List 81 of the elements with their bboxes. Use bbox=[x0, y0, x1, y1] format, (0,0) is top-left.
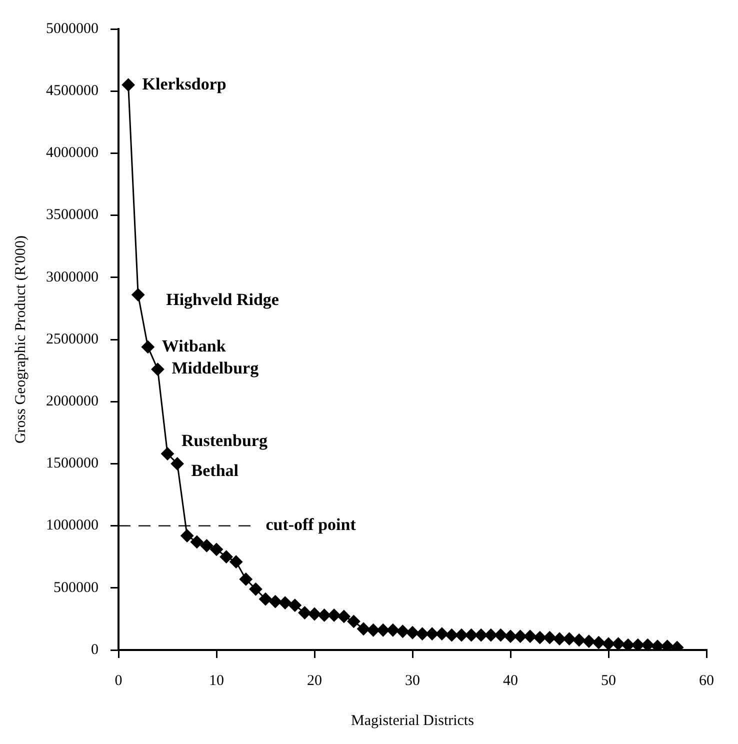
point bbox=[347, 614, 360, 628]
point bbox=[200, 539, 214, 552]
point bbox=[308, 607, 321, 620]
x-tick-label: 0 bbox=[114, 672, 122, 689]
y-tick-label: 5000000 bbox=[46, 20, 98, 37]
y-axis-title: Gross Geographic Product (R'000) bbox=[12, 235, 29, 444]
point bbox=[376, 624, 390, 637]
point bbox=[445, 628, 458, 642]
x-tick-label: 60 bbox=[699, 672, 714, 689]
point bbox=[122, 78, 135, 92]
point bbox=[562, 632, 576, 646]
point bbox=[298, 606, 312, 620]
point bbox=[230, 555, 243, 568]
point bbox=[259, 592, 272, 606]
point bbox=[366, 624, 380, 637]
point bbox=[132, 288, 145, 302]
x-axis-title: Magisterial Districts bbox=[351, 712, 474, 729]
point bbox=[582, 634, 596, 648]
point bbox=[641, 638, 654, 650]
y-tick-label: 4500000 bbox=[46, 83, 98, 100]
point bbox=[504, 630, 517, 643]
point bbox=[455, 628, 468, 642]
point bbox=[406, 626, 419, 640]
annotation: Witbank bbox=[162, 336, 226, 356]
y-tick-label: 4000000 bbox=[46, 145, 98, 162]
point bbox=[514, 630, 527, 643]
point bbox=[612, 637, 625, 650]
point bbox=[494, 628, 508, 642]
point bbox=[190, 535, 204, 548]
point bbox=[170, 457, 184, 470]
point bbox=[151, 362, 164, 376]
y-tick-label: 2000000 bbox=[46, 394, 98, 410]
point bbox=[572, 634, 586, 647]
point bbox=[464, 628, 478, 642]
point bbox=[426, 627, 439, 640]
point bbox=[386, 624, 400, 637]
point bbox=[268, 595, 282, 608]
point bbox=[631, 638, 644, 650]
point bbox=[278, 596, 292, 610]
point bbox=[484, 628, 498, 642]
point bbox=[288, 598, 302, 612]
y-tick-label: 3000000 bbox=[46, 269, 98, 286]
point bbox=[210, 542, 223, 556]
point bbox=[416, 627, 429, 640]
x-tick-label: 30 bbox=[405, 672, 420, 689]
y-tick-label: 1500000 bbox=[46, 456, 98, 472]
point bbox=[239, 572, 252, 586]
point bbox=[622, 638, 635, 650]
point bbox=[435, 627, 448, 640]
point bbox=[357, 622, 370, 636]
point bbox=[553, 632, 566, 646]
point bbox=[602, 637, 615, 650]
x-tick-label: 20 bbox=[307, 672, 322, 689]
ref-line-label: cut-off point bbox=[266, 515, 356, 534]
y-tick-label: 2500000 bbox=[46, 331, 98, 348]
point bbox=[533, 631, 546, 644]
annotation: Bethal bbox=[191, 461, 239, 480]
x-tick-label: 50 bbox=[601, 672, 616, 689]
x-tick-label: 40 bbox=[503, 672, 518, 689]
point bbox=[318, 608, 331, 622]
point bbox=[161, 447, 174, 460]
point bbox=[396, 624, 410, 638]
point bbox=[180, 529, 194, 542]
y-tick-label: 500000 bbox=[54, 580, 98, 596]
annotation: Rustenburg bbox=[182, 431, 268, 450]
point bbox=[328, 608, 341, 622]
y-tick-label: 0 bbox=[91, 642, 98, 658]
point bbox=[474, 628, 488, 642]
x-tick-label: 10 bbox=[209, 672, 224, 689]
point bbox=[592, 636, 606, 650]
point bbox=[524, 630, 537, 643]
annotation: Klerksdorp bbox=[142, 74, 226, 94]
annotation: Middelburg bbox=[172, 358, 260, 378]
point bbox=[220, 550, 233, 564]
point bbox=[543, 631, 556, 644]
point bbox=[249, 582, 262, 596]
point bbox=[337, 610, 350, 623]
point bbox=[141, 340, 154, 354]
y-tick-label: 3500000 bbox=[46, 207, 98, 224]
annotation: Highveld Ridge bbox=[166, 290, 280, 310]
y-tick-label: 1000000 bbox=[46, 518, 98, 534]
